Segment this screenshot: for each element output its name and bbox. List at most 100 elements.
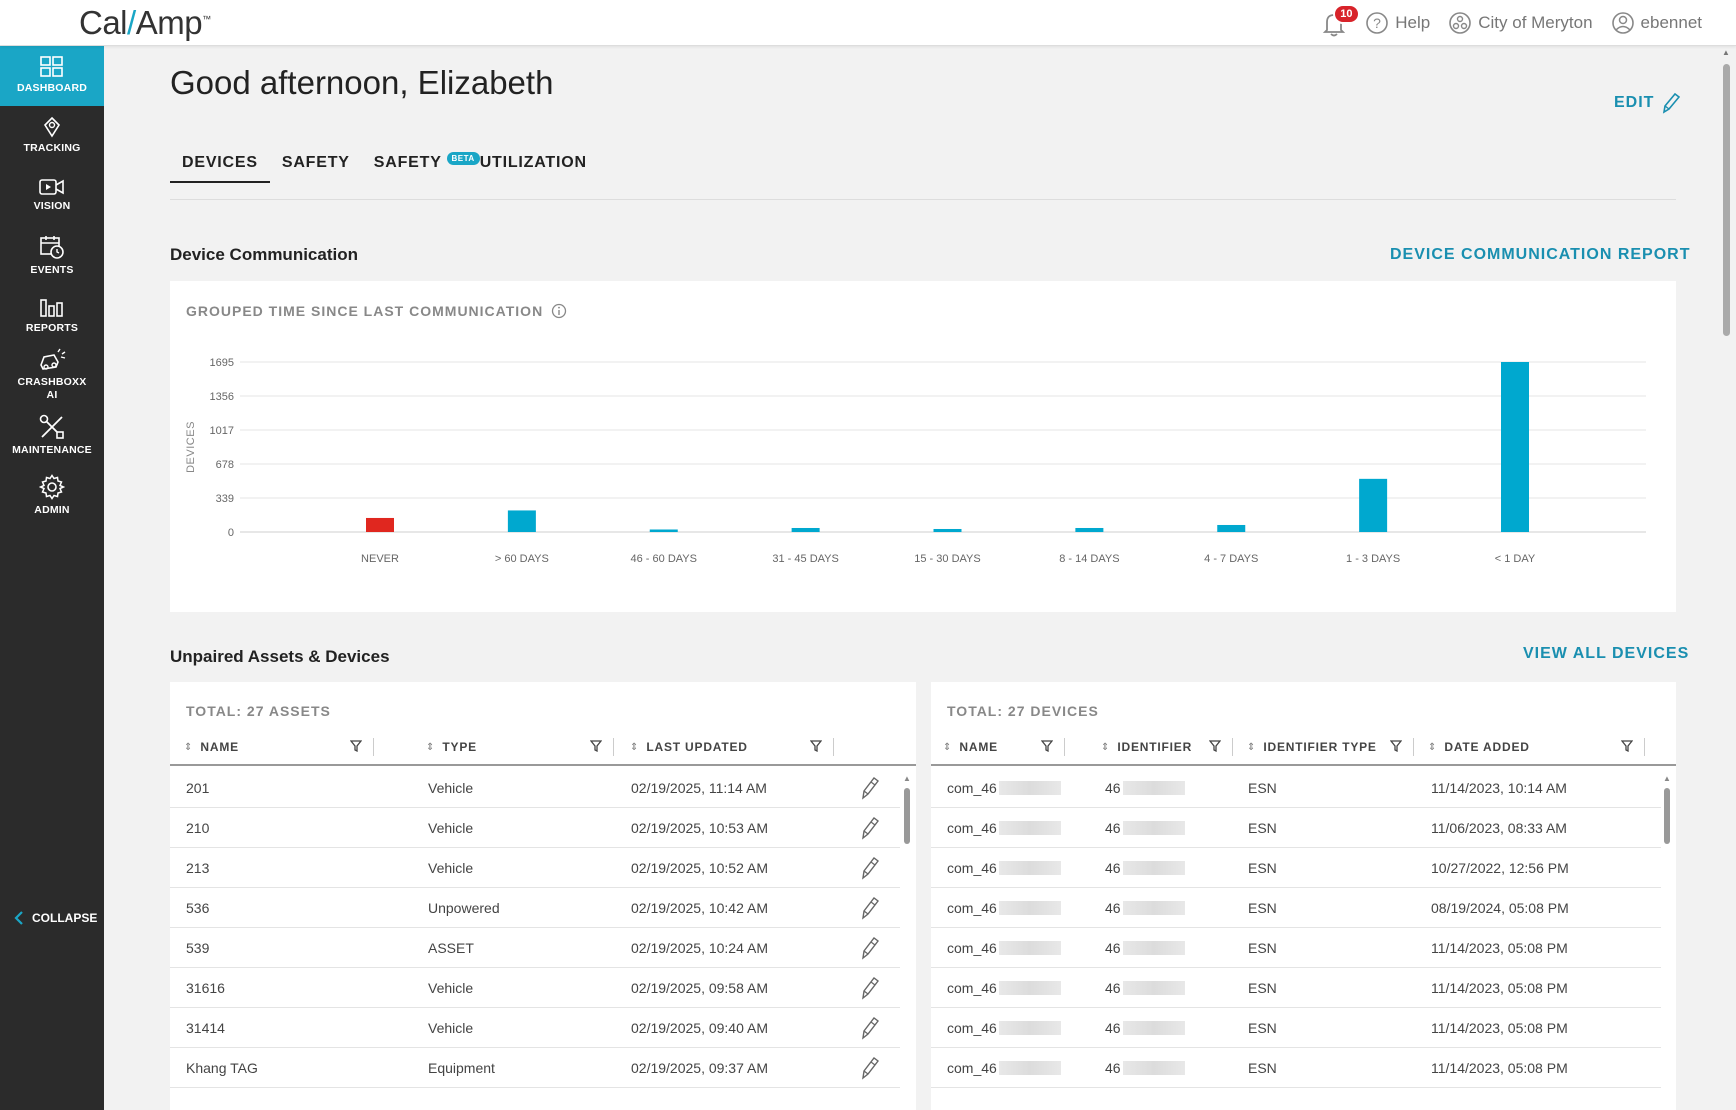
sidebar-item-crashboxx-ai[interactable]: CRASHBOXX AI bbox=[0, 348, 104, 402]
pair-button[interactable] bbox=[860, 1048, 880, 1088]
asset-name-cell: 31414 bbox=[186, 1020, 225, 1036]
table-row[interactable]: com_46 46 ESN 10/27/2022, 12:56 PM bbox=[931, 848, 1661, 888]
user-menu[interactable]: ebennet bbox=[1611, 11, 1702, 35]
x-tick-label: 31 - 45 DAYS bbox=[772, 553, 838, 565]
sidebar-label-vision: VISION bbox=[33, 200, 71, 212]
tab-utilization[interactable]: UTILIZATION bbox=[468, 148, 599, 183]
asset-name-cell: 201 bbox=[186, 780, 210, 796]
devices-col-identifier-label: IDENTIFIER bbox=[1117, 740, 1193, 754]
pair-button[interactable] bbox=[860, 968, 880, 1008]
assets-col-name[interactable]: ⇕ NAME bbox=[184, 730, 374, 764]
devices-col-identifier[interactable]: ⇕ IDENTIFIER bbox=[1101, 730, 1233, 764]
pair-button[interactable] bbox=[860, 1008, 880, 1048]
table-row[interactable]: Khang TAG Equipment 02/19/2025, 09:37 AM bbox=[170, 1048, 900, 1088]
table-row[interactable]: 201 Vehicle 02/19/2025, 11:14 AM bbox=[170, 768, 900, 808]
table-row[interactable]: com_46 46 ESN 11/14/2023, 05:08 PM bbox=[931, 928, 1661, 968]
device-id-type-cell: ESN bbox=[1248, 820, 1277, 836]
filter-icon[interactable] bbox=[1390, 740, 1402, 752]
assets-scroll-thumb[interactable] bbox=[904, 788, 910, 844]
pair-button[interactable] bbox=[860, 928, 880, 968]
trademark-mark: ™ bbox=[202, 14, 211, 24]
sort-icon[interactable]: ⇕ bbox=[943, 741, 952, 753]
devices-scrollbar[interactable]: ▲ bbox=[1662, 774, 1672, 1110]
column-separator bbox=[1644, 738, 1645, 756]
crash-car-icon bbox=[40, 348, 66, 370]
sidebar-item-tracking[interactable]: TRACKING bbox=[0, 116, 104, 154]
table-row[interactable]: com_46 46 ESN 11/14/2023, 05:08 PM bbox=[931, 1008, 1661, 1048]
collapse-sidebar-button[interactable]: COLLAPSE bbox=[14, 910, 97, 926]
sort-icon[interactable]: ⇕ bbox=[184, 741, 193, 753]
redacted-block bbox=[1122, 861, 1185, 875]
filter-icon[interactable] bbox=[350, 740, 362, 752]
assets-scrollbar[interactable]: ▲ bbox=[902, 774, 912, 1110]
devices-col-identifier-type[interactable]: ⇕ IDENTIFIER TYPE bbox=[1247, 730, 1414, 764]
device-name-cell: com_46 bbox=[947, 888, 1061, 928]
tab-devices[interactable]: DEVICES bbox=[170, 148, 270, 183]
sidebar-item-dashboard[interactable]: DASHBOARD bbox=[0, 46, 104, 106]
table-row[interactable]: com_46 46 ESN 11/14/2023, 10:14 AM bbox=[931, 768, 1661, 808]
table-row[interactable]: com_46 46 ESN 11/06/2023, 08:33 AM bbox=[931, 808, 1661, 848]
page-scroll-up-arrow[interactable]: ▲ bbox=[1722, 48, 1730, 57]
table-row[interactable]: 31414 Vehicle 02/19/2025, 09:40 AM bbox=[170, 1008, 900, 1048]
table-row[interactable]: 213 Vehicle 02/19/2025, 10:52 AM bbox=[170, 848, 900, 888]
asset-name-cell: Khang TAG bbox=[186, 1060, 258, 1076]
devices-col-date-added[interactable]: ⇕ DATE ADDED bbox=[1428, 730, 1645, 764]
filter-icon[interactable] bbox=[1041, 740, 1053, 752]
table-row[interactable]: 539 ASSET 02/19/2025, 10:24 AM bbox=[170, 928, 900, 968]
x-tick-label: 4 - 7 DAYS bbox=[1204, 553, 1258, 565]
sidebar-item-vision[interactable]: VISION bbox=[0, 178, 104, 212]
table-row[interactable]: 536 Unpowered 02/19/2025, 10:42 AM bbox=[170, 888, 900, 928]
edit-label: EDIT bbox=[1614, 94, 1655, 111]
pair-button[interactable] bbox=[860, 808, 880, 848]
help-button[interactable]: ? Help bbox=[1365, 11, 1430, 35]
sidebar-item-maintenance[interactable]: MAINTENANCE bbox=[0, 414, 104, 456]
device-name-cell: com_46 bbox=[947, 848, 1061, 888]
table-row[interactable]: com_46 46 ESN 11/14/2023, 05:08 PM bbox=[931, 1048, 1661, 1088]
pair-button[interactable] bbox=[860, 888, 880, 928]
sidebar-item-reports[interactable]: REPORTS bbox=[0, 296, 104, 334]
assets-col-type[interactable]: ⇕ TYPE bbox=[426, 730, 614, 764]
asset-updated-cell: 02/19/2025, 09:40 AM bbox=[631, 1020, 768, 1036]
filter-icon[interactable] bbox=[810, 740, 822, 752]
x-tick-label: 46 - 60 DAYS bbox=[631, 553, 697, 565]
filter-icon[interactable] bbox=[1621, 740, 1633, 752]
info-icon[interactable] bbox=[551, 303, 567, 319]
sort-icon[interactable]: ⇕ bbox=[426, 741, 435, 753]
table-row[interactable]: com_46 46 ESN 11/14/2023, 05:08 PM bbox=[931, 968, 1661, 1008]
devices-scroll-thumb[interactable] bbox=[1664, 788, 1670, 844]
page-scroll-thumb[interactable] bbox=[1723, 64, 1730, 336]
pair-button[interactable] bbox=[860, 848, 880, 888]
sidebar-item-admin[interactable]: ADMIN bbox=[0, 474, 104, 516]
notifications-button[interactable]: 10 bbox=[1321, 4, 1360, 38]
sort-icon[interactable]: ⇕ bbox=[630, 741, 639, 753]
y-tick-label: 0 bbox=[228, 527, 234, 539]
pencil-icon bbox=[1663, 92, 1681, 114]
device-communication-report-link[interactable]: DEVICE COMMUNICATION REPORT bbox=[1390, 246, 1691, 263]
sidebar-item-events[interactable]: EVENTS bbox=[0, 234, 104, 276]
organization-icon bbox=[1449, 12, 1472, 34]
view-all-devices-link[interactable]: VIEW ALL DEVICES bbox=[1523, 645, 1690, 662]
table-row[interactable]: com_46 46 ESN 08/19/2024, 05:08 PM bbox=[931, 888, 1661, 928]
sort-icon[interactable]: ⇕ bbox=[1101, 741, 1110, 753]
tab-safety[interactable]: SAFETY bbox=[270, 148, 362, 183]
device-identifier-text: 46 bbox=[1105, 940, 1121, 956]
page-scrollbar[interactable]: ▲ bbox=[1718, 46, 1736, 1110]
device-identifier-text: 46 bbox=[1105, 820, 1121, 836]
assets-col-last-updated[interactable]: ⇕ LAST UPDATED bbox=[630, 730, 834, 764]
sort-icon[interactable]: ⇕ bbox=[1247, 741, 1256, 753]
pair-button[interactable] bbox=[860, 768, 880, 808]
edit-dashboard-button[interactable]: EDIT bbox=[1614, 92, 1681, 114]
tab-safety-beta[interactable]: SAFETY BETA bbox=[362, 148, 480, 183]
filter-icon[interactable] bbox=[1209, 740, 1221, 752]
organization-selector[interactable]: City of Meryton bbox=[1448, 11, 1593, 35]
table-row[interactable]: 31616 Vehicle 02/19/2025, 09:58 AM bbox=[170, 968, 900, 1008]
sidebar-label-tracking: TRACKING bbox=[23, 142, 81, 154]
scroll-up-arrow[interactable]: ▲ bbox=[903, 774, 911, 783]
table-row[interactable]: 210 Vehicle 02/19/2025, 10:53 AM bbox=[170, 808, 900, 848]
calamp-logo[interactable]: Cal/Amp™ bbox=[79, 4, 211, 42]
assets-table-body: 201 Vehicle 02/19/2025, 11:14 AM 210 Vehicle… bbox=[170, 768, 900, 1110]
filter-icon[interactable] bbox=[590, 740, 602, 752]
sort-icon[interactable]: ⇕ bbox=[1428, 741, 1437, 753]
scroll-up-arrow[interactable]: ▲ bbox=[1663, 774, 1671, 783]
devices-col-name[interactable]: ⇕ NAME bbox=[943, 730, 1065, 764]
